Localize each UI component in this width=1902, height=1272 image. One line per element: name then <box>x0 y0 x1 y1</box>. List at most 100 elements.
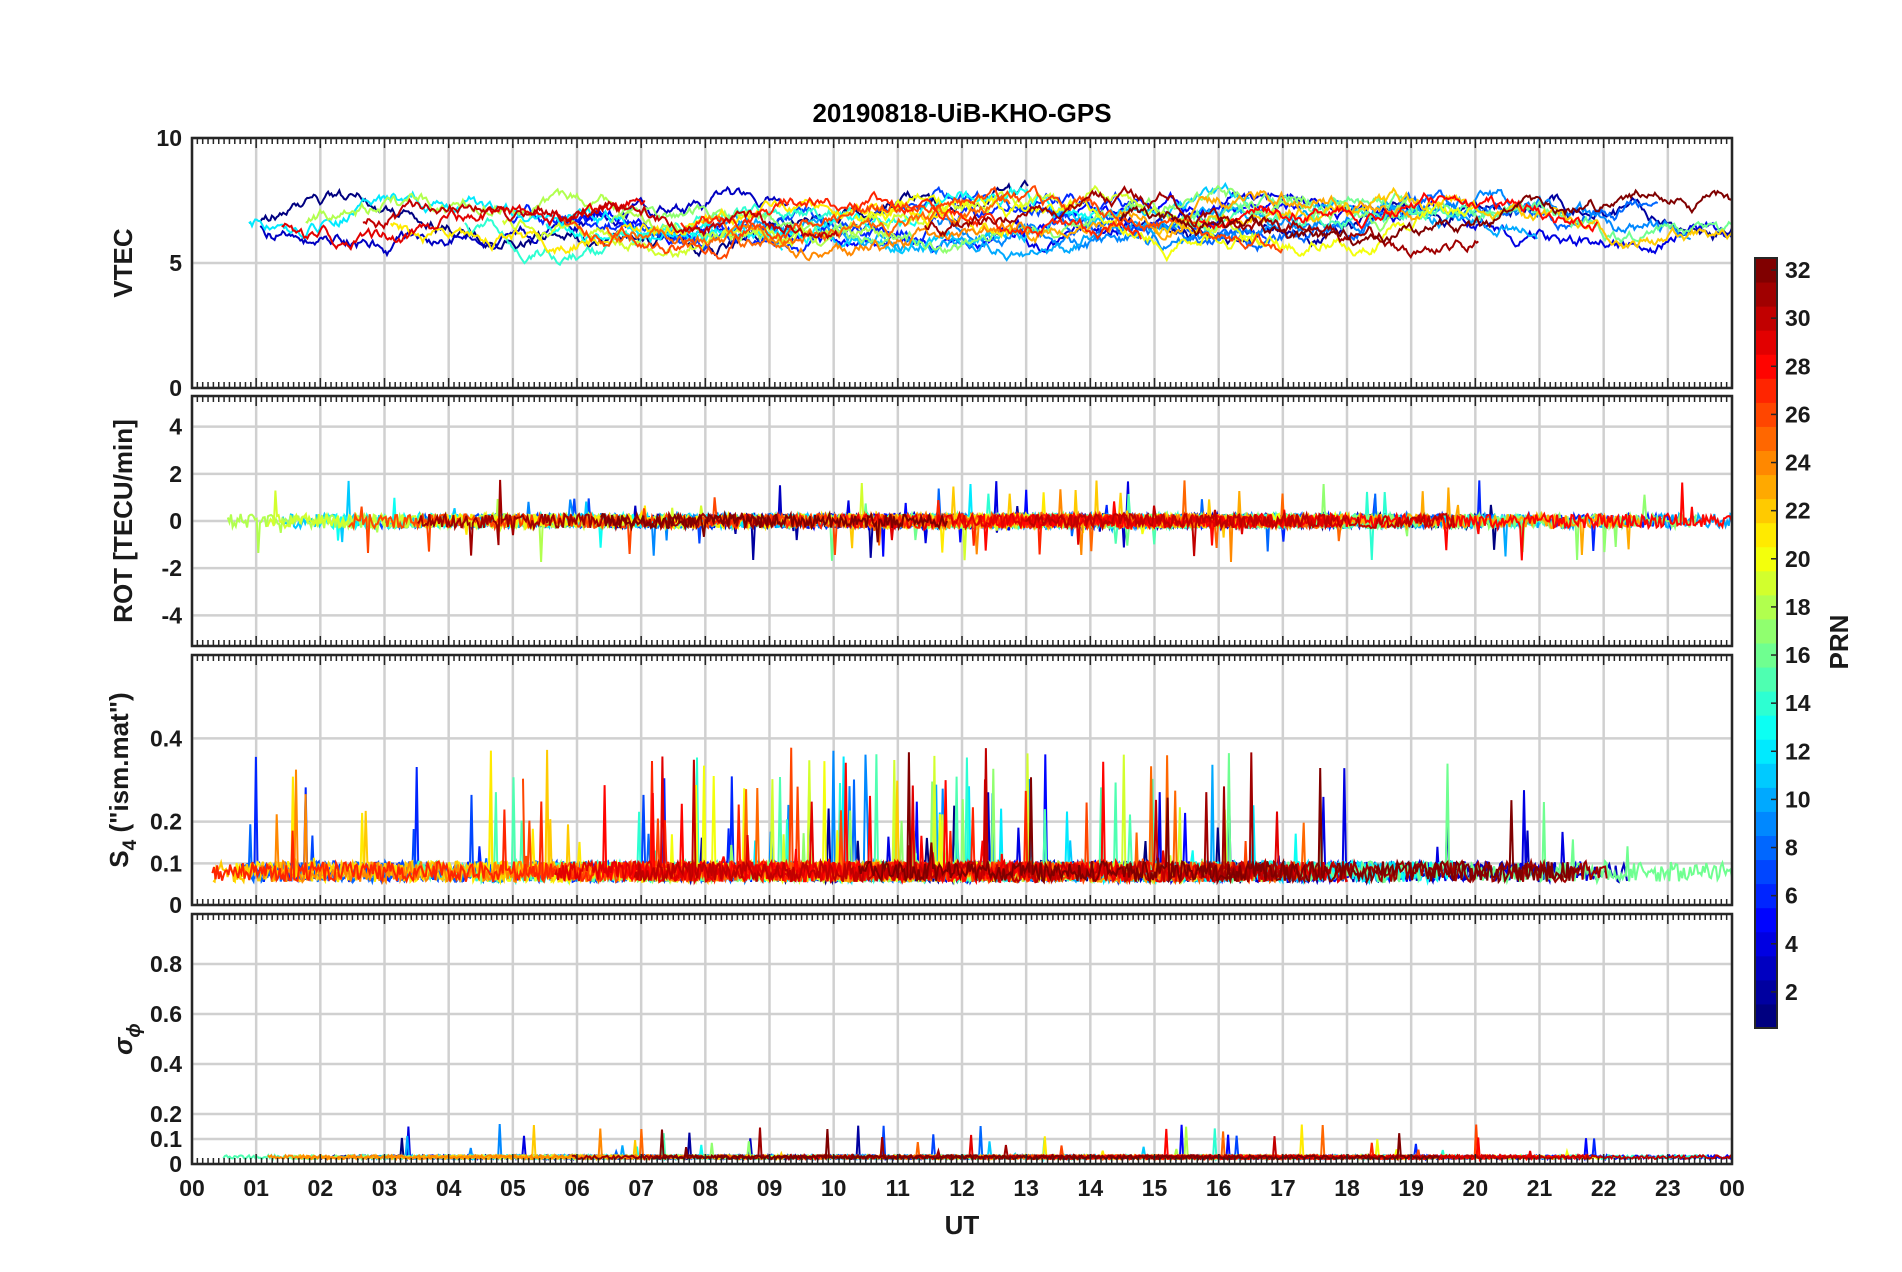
x-tick-label: 06 <box>564 1175 590 1201</box>
x-tick-label: 22 <box>1591 1175 1617 1201</box>
colorbar-swatch <box>1755 498 1777 524</box>
colorbar-swatch <box>1755 691 1777 716</box>
series-prn-16 <box>1157 753 1732 886</box>
y-axis-label-rot: ROT [TECU/min] <box>108 419 138 623</box>
colorbar-tick-label: 32 <box>1785 257 1811 283</box>
series-prn-30 <box>1025 505 1456 557</box>
y-tick-label: 10 <box>156 125 182 151</box>
x-tick-label: 09 <box>757 1175 783 1201</box>
colorbar-frame <box>1754 257 1778 1029</box>
series-prn-32 <box>858 752 1582 886</box>
chart-title: 20190818-UiB-KHO-GPS <box>812 98 1111 128</box>
s4-label-rest: ("ism.mat") <box>104 692 134 839</box>
y-tick-label: 0 <box>169 508 182 534</box>
x-tick-label: 23 <box>1655 1175 1681 1201</box>
series-prn-30 <box>1166 1136 1732 1161</box>
y-tick-label: 0 <box>169 892 182 918</box>
colorbar-label: PRN <box>1824 615 1854 670</box>
x-tick-label: 16 <box>1206 1175 1232 1201</box>
y-tick-label: 0.6 <box>150 1001 182 1027</box>
x-tick-label: 18 <box>1334 1175 1360 1201</box>
x-tick-label: 20 <box>1463 1175 1489 1201</box>
y-tick-label: 2 <box>169 461 182 487</box>
colorbar-swatch <box>1755 811 1777 836</box>
colorbar-swatch <box>1755 907 1777 933</box>
y-tick-label: 4 <box>169 414 182 440</box>
colorbar-tick-label: 12 <box>1785 738 1811 764</box>
x-tick-label: 00 <box>1719 1175 1745 1201</box>
x-tick-label: 08 <box>693 1175 719 1201</box>
x-tick-label: 17 <box>1270 1175 1296 1201</box>
colorbar-tick-label: 28 <box>1785 353 1811 379</box>
series-prn-32 <box>1119 188 1732 247</box>
x-tick-labels: 00 01 02 03 04 05 06 07 08 09 10 11 12 13 14 15 16 17 18 19… <box>179 1175 1745 1201</box>
colorbar-swatch <box>1755 594 1777 620</box>
y-tick-label: 0.1 <box>150 850 182 876</box>
colorbar-swatch <box>1755 546 1777 572</box>
y-tick-label: 0.4 <box>150 725 182 751</box>
colorbar-swatch <box>1755 859 1777 885</box>
series-prn-28 <box>1198 191 1599 233</box>
x-tick-label: 19 <box>1398 1175 1424 1201</box>
colorbar-tick-label: 14 <box>1785 690 1811 716</box>
x-tick-label: 04 <box>436 1175 462 1201</box>
colorbar-swatch <box>1755 402 1777 427</box>
colorbar-swatch <box>1755 378 1777 403</box>
y-tick-label: -4 <box>162 602 183 628</box>
y-tick-label: 0.8 <box>150 951 182 977</box>
colorbar-swatch <box>1755 931 1777 957</box>
colorbar-swatch <box>1755 282 1777 307</box>
y-tick-label: 0 <box>169 1151 182 1177</box>
colorbar-tick-label: 16 <box>1785 642 1811 668</box>
colorbar-swatch <box>1755 330 1777 355</box>
sigma-label-main: σ <box>108 1036 138 1055</box>
colorbar-swatch <box>1755 739 1777 764</box>
x-tick-label: 14 <box>1078 1175 1104 1201</box>
y-tick-label: 0 <box>169 375 182 401</box>
colorbar-swatch <box>1755 258 1777 283</box>
s4-label-main: S <box>104 850 134 867</box>
colorbar-swatch <box>1755 450 1777 476</box>
panel-sigma-phi: 00.10.2 0.4 0.6 0.8 <box>150 912 1734 1177</box>
series-prn-30 <box>633 748 1295 885</box>
y-tick-label: 0.4 <box>150 1051 182 1077</box>
colorbar-tick-label: 18 <box>1785 594 1811 620</box>
series-group <box>248 179 1732 267</box>
series-prn-26 <box>561 184 1284 260</box>
y-tick-label: 0.2 <box>150 1101 182 1127</box>
colorbar-swatch <box>1755 474 1777 500</box>
colorbar-tick-label: 20 <box>1785 546 1811 572</box>
series-prn-30 <box>362 197 839 240</box>
y-axis-label-vtec: VTEC <box>108 228 138 298</box>
s4-label-sub: 4 <box>120 839 141 850</box>
colorbar-swatch <box>1755 883 1777 909</box>
colorbar-swatch <box>1755 1003 1777 1029</box>
colorbar-tick-label: 2 <box>1785 979 1798 1005</box>
colorbar-swatch <box>1755 570 1777 596</box>
series-prn-3 <box>259 185 790 258</box>
y-tick-label: -2 <box>162 555 182 581</box>
colorbar-tick-label: 24 <box>1785 450 1811 476</box>
x-axis-label: UT <box>945 1210 980 1240</box>
x-tick-label: 02 <box>308 1175 334 1201</box>
series-prn-32 <box>599 510 948 543</box>
colorbar-swatch <box>1755 354 1777 379</box>
x-tick-label: 13 <box>1013 1175 1039 1201</box>
series-prn-25 <box>605 194 1011 249</box>
y-axis-label-sigma: σϕ <box>108 1023 145 1055</box>
colorbar-tick-label: 22 <box>1785 498 1811 524</box>
x-tick-label: 01 <box>243 1175 269 1201</box>
colorbar-tick-label: 10 <box>1785 786 1811 812</box>
x-tick-label: 10 <box>821 1175 847 1201</box>
y-tick-label: 0.2 <box>150 809 182 835</box>
x-tick-label: 11 <box>886 1175 911 1201</box>
series-group <box>226 479 1732 563</box>
colorbar-swatch <box>1755 643 1777 668</box>
panel-rot: -4 -2 0 2 4 <box>162 394 1734 648</box>
panel-s4: 0 0.1 0.2 0.4 <box>150 653 1734 918</box>
colorbar-swatch <box>1755 618 1777 644</box>
colorbar-swatch <box>1755 522 1777 548</box>
series-prn-23 <box>1022 189 1421 245</box>
